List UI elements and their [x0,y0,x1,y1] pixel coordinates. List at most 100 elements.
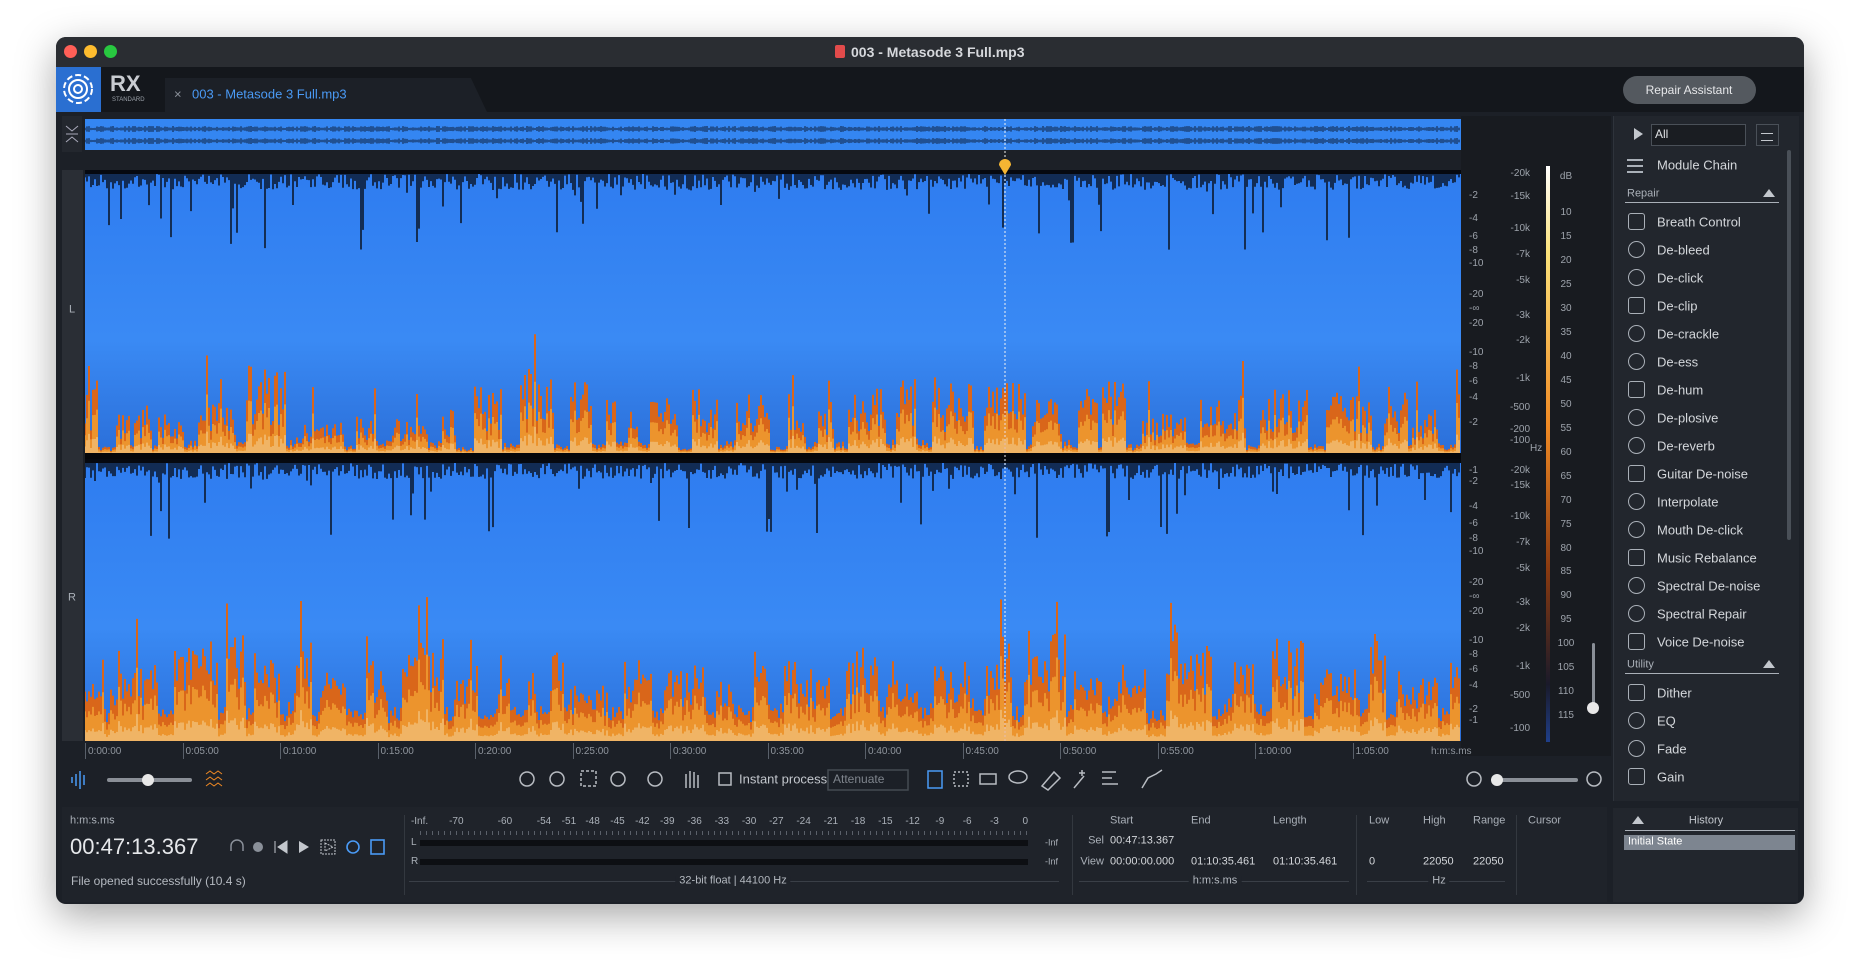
zoom-selection[interactable] [580,770,597,787]
db-scale-label: 115 [1558,710,1574,722]
module-item[interactable]: Guitar De-noise [1657,466,1749,482]
module-item[interactable]: De-reverb [1657,438,1715,454]
meter-scale-label: -3 [989,816,999,827]
module-chain[interactable]: Module Chain [1657,157,1738,173]
filter-value[interactable]: All [1655,127,1669,141]
module-item[interactable]: De-hum [1657,382,1704,398]
module-item[interactable]: De-crackle [1657,326,1720,342]
zoom-fit[interactable] [610,771,626,787]
repair-assistant-label[interactable]: Repair Assistant [1645,83,1733,97]
magic-wand[interactable] [1073,770,1085,789]
brush[interactable] [1040,770,1062,791]
module-item[interactable]: Gain [1657,769,1685,785]
module-item[interactable]: De-plosive [1657,410,1719,426]
group-collapse[interactable] [1763,660,1775,668]
amplitude-label: -8 [1469,245,1478,257]
amplitude-label: -20 [1469,605,1484,617]
zoom-tool[interactable] [647,771,663,787]
instant-process-checkbox[interactable] [718,772,732,786]
selection-row-label: View [1080,855,1104,868]
module-item[interactable]: De-clip [1657,298,1698,314]
db-scale-label: 55 [1560,422,1572,434]
module-icon [1628,633,1645,650]
time-label: 0:00:00 [88,746,122,757]
zoom-button[interactable] [104,45,117,58]
time-select[interactable] [927,770,943,789]
h-zoom-slider[interactable] [1494,778,1578,782]
logo-box [56,67,101,112]
module-item[interactable]: Spectral De-noise [1657,578,1761,594]
harmonic-select[interactable] [1102,771,1118,785]
amplitude-label: -2 [1469,417,1478,429]
lasso[interactable] [1008,770,1028,784]
selection-divider [1072,815,1073,895]
spectrogram[interactable] [85,119,1461,741]
h-zoom-in[interactable] [1586,771,1602,787]
repair-assistant-button[interactable] [1623,76,1756,104]
module-item[interactable]: Voice De-noise [1657,634,1745,650]
frequency-label: -3k [1516,597,1530,609]
vertical-zoom-knob[interactable] [1587,702,1599,714]
history-item[interactable]: Initial State [1628,835,1683,848]
selection-header: End [1191,814,1211,827]
time-label: 0:05:00 [185,746,219,757]
frequency-divider [1356,815,1357,895]
logo-mark [63,74,93,104]
time-label: 0:40:00 [868,746,902,757]
module-item[interactable]: Fade [1657,741,1687,757]
amplitude-label: -6 [1469,375,1478,387]
minimize-button[interactable] [84,45,97,58]
zoom-out[interactable] [549,771,565,787]
module-item[interactable]: Dither [1657,685,1692,701]
history-row[interactable] [1624,835,1795,850]
instant-process-label[interactable]: Instant process [739,771,828,787]
tab-title[interactable]: 003 - Metasode 3 Full.mp3 [192,86,347,102]
module-item[interactable]: De-ess [1657,354,1699,370]
file-tab[interactable] [165,78,487,112]
amplitude-label: -2 [1469,476,1478,488]
module-item[interactable]: De-bleed [1657,242,1710,258]
zoom-in[interactable] [519,771,535,787]
module-item[interactable]: Breath Control [1657,214,1741,230]
mode-value[interactable]: Attenuate [833,772,885,786]
freq-select[interactable] [979,773,997,785]
amplitude-label: -∞ [1469,303,1480,315]
history-collapse[interactable] [1632,816,1644,824]
opacity-knob[interactable] [142,774,154,786]
time-format[interactable]: h:m:s.ms [70,814,115,827]
module-item[interactable]: EQ [1657,713,1676,729]
module-icon [1628,353,1645,370]
collapse-toggle[interactable] [62,116,82,152]
channel-divider [85,453,1461,459]
tab-close[interactable]: × [174,86,182,102]
group-collapse[interactable] [1763,189,1775,197]
transport[interactable] [225,835,385,859]
filter-dropdown[interactable] [1651,124,1746,146]
panel-scrollbar[interactable] [1787,150,1791,540]
amplitude-label: -6 [1469,663,1478,675]
module-icon [1628,684,1645,701]
frequency-label: -5k [1516,562,1530,574]
play-module[interactable] [1634,128,1643,140]
h-zoom-out[interactable] [1466,771,1482,787]
hand-tool[interactable] [685,771,699,788]
module-item[interactable]: Mouth De-click [1657,522,1743,538]
spectrogram-toggle[interactable] [205,770,223,787]
module-item[interactable]: De-click [1657,270,1704,286]
frequency-label: -1k [1516,661,1530,673]
meter-bar [420,840,1028,846]
module-item[interactable]: Spectral Repair [1657,606,1747,622]
h-zoom-knob[interactable] [1491,774,1503,786]
module-item[interactable]: Interpolate [1657,494,1719,510]
meter-scale-label: -70 [449,816,464,827]
panel-menu[interactable] [1756,124,1779,146]
db-scale-label: 35 [1560,327,1572,339]
gain-tool[interactable] [1141,769,1163,789]
waveform-toggle[interactable] [71,771,85,789]
close-button[interactable] [64,45,77,58]
box-select[interactable] [953,771,969,787]
mode-dropdown[interactable] [827,769,909,791]
vertical-zoom-track[interactable] [1592,643,1595,711]
module-item[interactable]: Music Rebalance [1657,550,1757,566]
time-tick [572,743,574,759]
